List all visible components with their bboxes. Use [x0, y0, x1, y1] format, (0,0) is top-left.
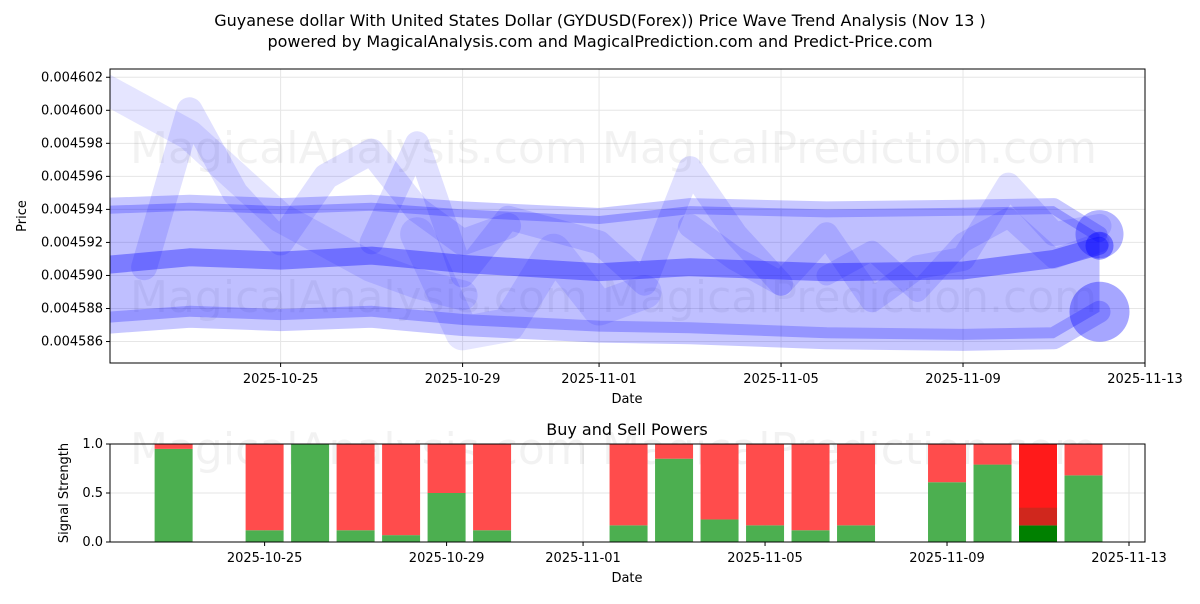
sell-bar — [928, 444, 967, 483]
price-y-tick-label: 0.004596 — [41, 169, 103, 184]
signal-x-label: Date — [611, 571, 642, 586]
band-end-marker — [1069, 281, 1130, 342]
buy-bar — [1019, 525, 1058, 542]
price-y-tick-label: 0.004602 — [41, 70, 103, 85]
sell-bar — [1064, 444, 1103, 476]
buy-bar — [973, 464, 1012, 542]
price-wave-wave-1 — [110, 74, 478, 311]
signal-y-tick-label: 0.0 — [82, 535, 103, 550]
buy-bar — [928, 482, 967, 542]
sell-bar — [609, 444, 648, 526]
signal-y-axis: 0.0 0.5 1.0 — [82, 437, 110, 550]
price-wave-upper-band — [110, 194, 1108, 243]
buy-bar — [837, 525, 876, 542]
sell-bar — [973, 444, 1012, 465]
watermark-top-left: MagicalAnalysis.com — [130, 123, 588, 174]
price-wave-lower-band — [110, 300, 1111, 351]
price-x-tick-label: 2025-11-09 — [925, 372, 1001, 387]
signal-bars — [154, 444, 1103, 542]
signal-x-tick-label: 2025-11-05 — [727, 551, 803, 566]
signal-y-tick-label: 1.0 — [82, 437, 103, 452]
signal-overlap-bar — [1019, 507, 1058, 526]
buy-bar — [1064, 475, 1103, 542]
sell-bar — [382, 444, 421, 536]
price-y-tick-label: 0.004598 — [41, 136, 103, 151]
price-y-label: Price — [15, 200, 30, 232]
buy-bar — [655, 458, 694, 542]
band-end-marker — [1075, 210, 1124, 259]
sell-bar — [427, 444, 466, 493]
price-wave-mid-line — [110, 236, 1109, 282]
buy-bar — [746, 525, 785, 542]
watermark-mid-left: MagicalAnalysis.com — [130, 272, 588, 323]
sell-bar — [655, 444, 694, 459]
price-wave-wave-5 — [678, 172, 1112, 313]
price-wave-wave-3 — [359, 131, 793, 296]
buy-bar — [473, 530, 512, 542]
sell-bar — [336, 444, 375, 531]
price-y-tick-label: 0.004588 — [41, 301, 103, 316]
signal-x-tick-label: 2025-11-01 — [545, 551, 621, 566]
price-wave-wave-4 — [400, 217, 662, 351]
signal-x-tick-label: 2025-11-09 — [909, 551, 985, 566]
watermark-mid-right: MagicalPrediction.com — [602, 272, 1097, 323]
price-y-axis: 0.004586 0.004588 0.004590 0.004592 0.004594… — [41, 70, 110, 350]
price-band-fill — [110, 202, 1100, 340]
signal-x-axis: 2025-10-25 2025-10-29 2025-11-01 2025-11-05… — [227, 542, 1167, 566]
band-end-marker — [1085, 231, 1114, 260]
price-y-tick-label: 0.004594 — [41, 202, 103, 217]
price-y-tick-label: 0.004592 — [41, 235, 103, 250]
buy-bar — [427, 493, 466, 542]
chart-title-line2: powered by MagicalAnalysis.com and Magic… — [267, 32, 932, 51]
bottom-chart-title: Buy and Sell Powers — [546, 420, 708, 439]
price-chart-frame — [109, 68, 1146, 364]
signal-y-tick-label: 0.5 — [82, 486, 103, 501]
price-y-tick-label: 0.004586 — [41, 335, 103, 350]
chart-title-line1: Guyanese dollar With United States Dolla… — [214, 11, 986, 30]
sell-bar — [154, 444, 193, 449]
price-wave-chart: MagicalAnalysis.com MagicalPrediction.co… — [15, 68, 1183, 407]
price-x-tick-label: 2025-11-13 — [1107, 372, 1183, 387]
price-x-axis: 2025-10-25 2025-10-29 2025-11-01 2025-11-05… — [243, 363, 1183, 387]
buy-bar — [245, 530, 284, 542]
price-wave-wave-6 — [816, 207, 1110, 302]
price-x-tick-label: 2025-10-29 — [425, 372, 501, 387]
buy-bar — [291, 444, 330, 542]
sell-bar — [473, 444, 512, 531]
watermark-top-right: MagicalPrediction.com — [602, 123, 1097, 174]
price-x-tick-label: 2025-11-05 — [743, 372, 819, 387]
price-y-tick-label: 0.004590 — [41, 268, 103, 283]
signal-y-label: Signal Strength — [57, 443, 72, 543]
buy-bar — [382, 535, 421, 542]
signal-x-tick-label: 2025-10-25 — [227, 551, 303, 566]
buy-bar — [154, 448, 193, 542]
buy-bar — [791, 530, 830, 542]
buy-bar — [609, 525, 648, 542]
price-chart-grid — [110, 69, 1146, 363]
buy-bar — [336, 530, 375, 542]
price-y-tick-label: 0.004600 — [41, 103, 103, 118]
sell-bar — [245, 444, 284, 531]
sell-bar — [791, 444, 830, 531]
price-x-label: Date — [611, 392, 642, 407]
signal-x-tick-label: 2025-11-13 — [1091, 551, 1167, 566]
signal-x-tick-label: 2025-10-29 — [409, 551, 485, 566]
buy-sell-power-chart: Buy and Sell Powers MagicalAnalysis.com … — [57, 420, 1167, 586]
sell-bar — [700, 444, 739, 520]
price-bands — [110, 74, 1130, 351]
price-x-tick-label: 2025-11-01 — [561, 372, 637, 387]
buy-bar — [700, 519, 739, 542]
sell-bar — [746, 444, 785, 526]
price-x-tick-label: 2025-10-25 — [243, 372, 319, 387]
price-wave-wave-2 — [131, 97, 522, 281]
sell-bar — [837, 444, 876, 526]
